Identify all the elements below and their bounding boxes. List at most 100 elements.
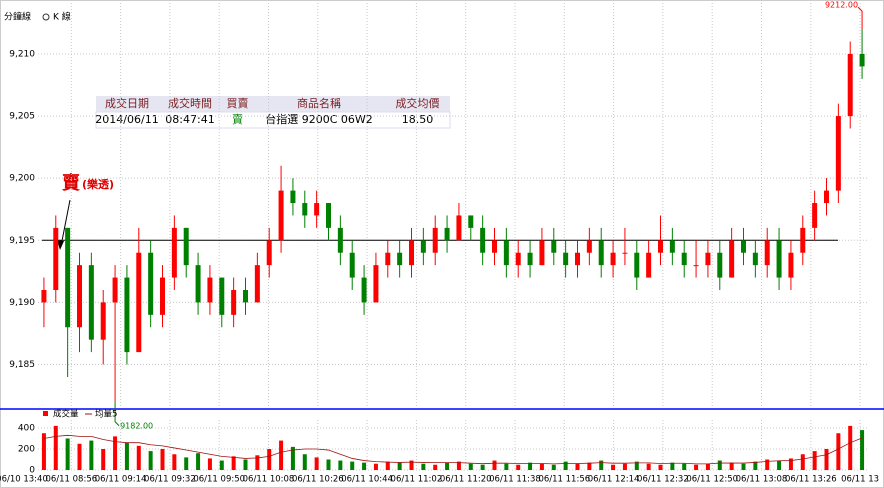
- volume-bar: [765, 459, 770, 470]
- volume-bar: [53, 425, 58, 470]
- candle-body: [835, 116, 841, 191]
- candle-body: [207, 277, 213, 303]
- x-tick-label: 06/11 10:26: [292, 475, 344, 485]
- x-tick-label: 06/11 13:26: [785, 475, 837, 485]
- candle-body: [693, 265, 699, 267]
- x-tick-label: 06/11 09:50: [193, 475, 245, 485]
- candle-body: [800, 227, 806, 253]
- y-tick-label: 0: [29, 466, 35, 476]
- candle-body: [373, 265, 379, 303]
- volume-bar: [622, 463, 627, 470]
- volume-bar: [551, 464, 556, 470]
- volume-bar: [634, 461, 639, 470]
- info-table: [95, 96, 451, 129]
- y-tick-label: 9,210: [9, 49, 35, 59]
- volume-bar: [694, 464, 699, 470]
- candle-body: [847, 53, 853, 117]
- x-tick-label: 06/11 09:32: [144, 475, 196, 485]
- candle-body: [243, 289, 248, 303]
- volume-bar: [350, 461, 355, 470]
- volume-bar: [77, 443, 82, 470]
- ma-line: [43, 434, 863, 465]
- candle-body: [160, 277, 165, 315]
- x-tick-label: 06/11 12:50: [686, 475, 738, 485]
- volume-bar: [101, 448, 106, 470]
- volume-bar: [504, 463, 509, 470]
- y-tick-label: 9,190: [9, 298, 35, 308]
- candle-body: [610, 252, 616, 266]
- volume-bar: [836, 433, 841, 470]
- y-tick-label: 9,185: [9, 360, 35, 370]
- candle-body: [385, 252, 391, 266]
- candle-body: [326, 203, 331, 228]
- volume-bar: [445, 462, 450, 470]
- volume-bar: [824, 448, 829, 470]
- volume-bar: [397, 462, 402, 470]
- mode-label[interactable]: 分鐘線: [4, 11, 31, 23]
- candle-body: [148, 252, 154, 315]
- table-header: [96, 96, 450, 112]
- candle-body: [409, 240, 414, 266]
- candle-body: [397, 252, 403, 266]
- table-cell: 2014/06/11: [95, 113, 158, 126]
- volume-bar: [136, 445, 141, 470]
- volume-bar: [717, 460, 722, 470]
- table-cell: 賣: [232, 112, 243, 126]
- candle-body: [337, 227, 343, 253]
- candle-body: [527, 252, 533, 266]
- candle-body: [278, 190, 284, 241]
- arrow: [60, 199, 71, 247]
- volume-bar: [492, 460, 497, 470]
- volume-bar: [255, 455, 260, 470]
- x-tick-label: 06/11 10:44: [341, 475, 393, 485]
- candle-body: [290, 190, 296, 204]
- volume-bar: [267, 448, 272, 470]
- x-tick-label: 06/11 09:14: [95, 475, 147, 485]
- table-row: [95, 111, 451, 129]
- volume-bar: [800, 454, 805, 470]
- candle-body: [503, 240, 509, 266]
- y-tick-label: 9,205: [9, 112, 35, 122]
- candle-body: [622, 252, 628, 254]
- candle-body: [136, 252, 142, 353]
- arrow-head: [57, 240, 64, 250]
- candle-body: [432, 227, 438, 253]
- volume-bar: [433, 464, 438, 470]
- candle-body: [88, 265, 94, 340]
- volume-bar: [373, 463, 378, 470]
- x-tick-label: 06/11 13: [841, 475, 879, 485]
- candle-body: [776, 240, 782, 278]
- table-header-cell: 商品名稱: [297, 96, 341, 110]
- volume-bar: [587, 462, 592, 470]
- candle-body: [231, 289, 237, 315]
- mode-label[interactable]: K 線: [53, 11, 71, 23]
- candle-body: [729, 240, 735, 278]
- volume-bar: [705, 463, 710, 470]
- volume-bar: [314, 457, 319, 470]
- candle-body: [598, 240, 604, 266]
- candle-body: [171, 227, 177, 278]
- candle-body: [788, 252, 794, 278]
- volume-bar: [563, 461, 568, 470]
- candle-body: [195, 265, 201, 303]
- volume-bar: [124, 442, 129, 470]
- volume-bar: [148, 451, 153, 470]
- candle-body: [586, 240, 592, 253]
- leader: [114, 401, 120, 427]
- table-cell: 18.50: [402, 113, 434, 126]
- y-tick-label: 200: [18, 444, 35, 454]
- volume-bar: [682, 463, 687, 470]
- candle-body: [420, 240, 426, 253]
- radio[interactable]: [42, 13, 50, 21]
- legend-label: 均量5: [95, 409, 117, 420]
- volume-bar: [231, 456, 236, 470]
- candle-body: [515, 252, 521, 266]
- candle-body: [53, 227, 59, 290]
- volume-bar: [516, 464, 521, 470]
- candle-body: [77, 265, 82, 328]
- candle-body: [183, 227, 189, 266]
- volume-bar: [741, 463, 746, 470]
- volume-bar: [611, 464, 616, 470]
- volume-bar: [362, 462, 367, 470]
